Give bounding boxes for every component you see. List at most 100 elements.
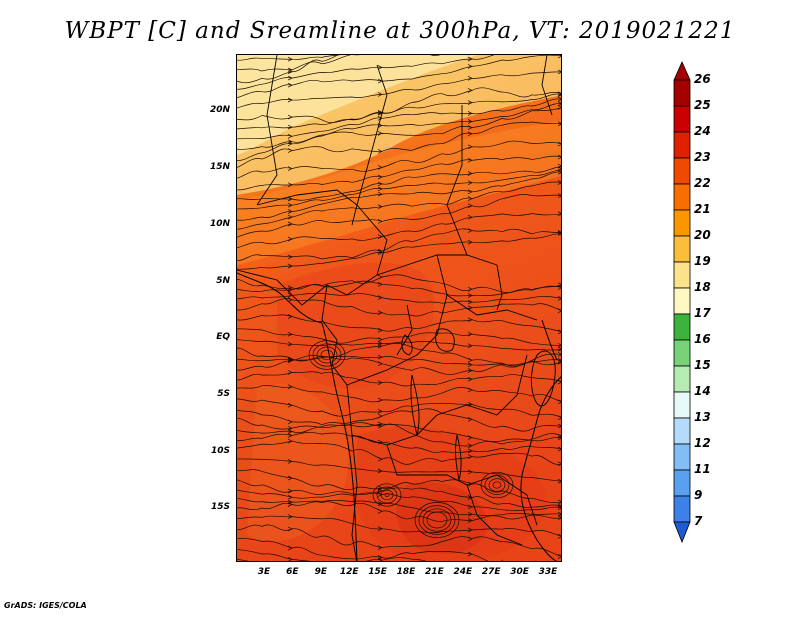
streamline-arrow — [557, 554, 561, 559]
streamline-arrow — [557, 121, 561, 127]
streamline — [237, 103, 561, 150]
streamline-arrow — [557, 166, 561, 172]
colorbar-label: 17 — [694, 306, 711, 320]
colorbar-segment — [673, 313, 691, 341]
streamline-arrow — [557, 399, 561, 405]
streamline-arrow — [557, 211, 561, 217]
map-title: WBPT [C] and Sreamline at 300hPa, VT: 20… — [64, 18, 736, 44]
wbpt-contour-21 — [237, 120, 561, 265]
colorbar-segment — [673, 235, 691, 263]
lon-label: 6E — [286, 567, 299, 577]
streamline-arrow — [557, 55, 561, 59]
streamline — [237, 328, 561, 346]
colorbar-label: 13 — [694, 410, 711, 424]
streamline-eddy — [316, 346, 338, 364]
colorbar-segment — [673, 443, 691, 471]
streamline-arrow — [557, 154, 561, 160]
streamline — [237, 498, 561, 516]
streamline-arrow — [557, 478, 561, 484]
colorbar-label: 15 — [694, 358, 711, 372]
streamline — [237, 155, 561, 191]
streamline-arrow — [378, 562, 382, 563]
colorbar-label: 16 — [694, 332, 711, 346]
streamline-eddy — [308, 340, 346, 370]
colorbar-segment — [673, 105, 691, 133]
streamline — [237, 501, 561, 522]
streamline-arrow — [557, 169, 561, 175]
map-panel[interactable] — [236, 54, 562, 562]
streamline-arrow — [557, 423, 561, 429]
streamline-eddy — [380, 489, 394, 501]
streamline-arrow — [557, 446, 561, 452]
streamline-arrow — [557, 346, 561, 352]
colorbar-label: 18 — [694, 280, 711, 294]
streamline — [237, 55, 361, 72]
streamline-arrow — [557, 105, 561, 110]
streamline — [237, 408, 561, 432]
streamline — [237, 168, 561, 210]
streamline — [237, 166, 561, 201]
streamline — [237, 274, 561, 293]
streamline — [237, 371, 561, 387]
streamline-eddy — [376, 486, 398, 504]
streamline — [237, 228, 561, 261]
streamline-arrow — [557, 379, 561, 385]
streamline-arrow — [557, 180, 561, 185]
streamline-arrow — [557, 92, 561, 97]
credit-text: GrADS: IGES/COLA — [4, 601, 87, 610]
colorbar-segment — [673, 495, 691, 523]
streamline — [237, 181, 561, 230]
streamline — [237, 458, 561, 482]
colorbar-segment — [673, 183, 691, 211]
streamline-arrow — [557, 343, 561, 348]
streamlines — [237, 55, 561, 563]
streamline-arrow — [557, 193, 561, 198]
colorbar-segment — [673, 417, 691, 445]
lat-label: 15S — [210, 502, 230, 512]
colorbar-segment — [673, 261, 691, 289]
colorbar-label: 23 — [694, 150, 711, 164]
streamline — [237, 98, 561, 140]
streamline-eddy — [488, 478, 506, 492]
streamline-arrow — [557, 285, 561, 290]
island-outline — [530, 350, 556, 407]
streamline — [237, 233, 561, 270]
streamline-eddy — [418, 505, 456, 535]
streamline — [237, 355, 561, 376]
colorbar-segment — [673, 131, 691, 159]
streamline — [237, 440, 561, 465]
streamline-arrow — [557, 101, 561, 107]
streamline — [237, 213, 561, 249]
colorbar-top-arrow — [673, 61, 691, 81]
colorbar-segment — [673, 157, 691, 185]
colorbar-label: 12 — [694, 436, 711, 450]
streamline-eddy — [372, 483, 402, 507]
streamline-arrow — [557, 329, 561, 335]
colorbar-label: 20 — [694, 228, 711, 242]
lat-label: 15N — [209, 162, 230, 172]
colorbar-segment — [673, 469, 691, 497]
colorbar-label: 9 — [694, 488, 703, 502]
colorbar-label: 22 — [694, 176, 711, 190]
colorbar-segment — [673, 209, 691, 237]
streamline — [237, 355, 561, 366]
streamline — [237, 55, 342, 61]
lake-victoria — [435, 328, 455, 352]
streamline — [237, 479, 561, 508]
streamline — [237, 140, 561, 179]
colorbar-label: 19 — [694, 254, 711, 268]
colorbar-label: 25 — [694, 98, 711, 112]
streamline — [237, 194, 561, 238]
streamline — [237, 121, 561, 168]
streamline-arrow — [557, 358, 561, 363]
streamline — [237, 432, 561, 453]
streamline — [237, 87, 561, 123]
streamline-arrow — [557, 296, 561, 301]
lake-malawi — [455, 434, 462, 481]
colorbar-segment — [673, 391, 691, 419]
streamline — [237, 339, 561, 351]
streamline-arrow — [557, 461, 561, 467]
streamline-arrow — [557, 141, 561, 147]
streamline — [237, 469, 561, 503]
streamline — [237, 55, 495, 90]
